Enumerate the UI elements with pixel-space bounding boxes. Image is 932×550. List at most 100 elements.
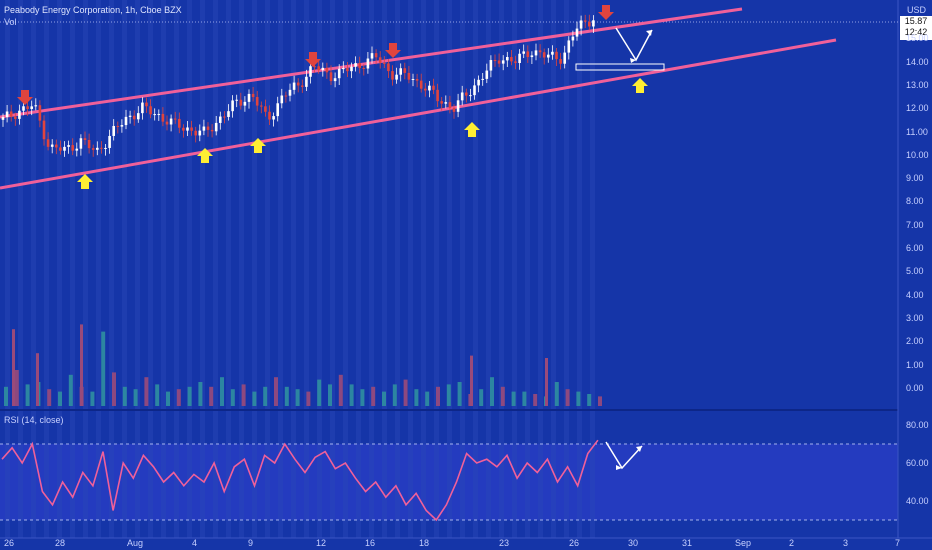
candle-body — [137, 113, 140, 120]
candle-body — [239, 99, 243, 106]
volume-bar — [565, 389, 570, 406]
volume-bar — [284, 386, 289, 406]
volume-bar — [328, 384, 332, 406]
candle-body — [444, 102, 448, 104]
candle-body — [288, 89, 292, 96]
candle-body — [530, 55, 534, 58]
candle-body — [419, 80, 423, 89]
price-tick-label: 12.00 — [906, 103, 929, 114]
volume-bar — [187, 386, 192, 406]
volume-bar — [122, 386, 127, 406]
candle-body — [272, 116, 275, 120]
volume-bar — [252, 391, 257, 406]
time-tick-label: 26 — [4, 538, 15, 548]
session-stripe — [239, 0, 244, 538]
rsi-title: RSI (14, close) — [4, 415, 64, 425]
volume-spike-bar — [36, 353, 39, 406]
volume-bar — [360, 389, 365, 406]
session-stripe — [226, 0, 231, 538]
candle-body — [354, 63, 357, 67]
resistance-touch-arrow — [305, 52, 321, 67]
candle-body — [182, 127, 185, 131]
time-tick-label: 23 — [499, 538, 510, 548]
session-stripe — [278, 0, 283, 538]
volume-bar — [176, 389, 181, 406]
candle-body — [370, 53, 374, 59]
rsi-line — [1, 439, 599, 522]
session-stripe — [135, 0, 140, 538]
volume-bar — [295, 389, 300, 406]
candle-body — [567, 40, 571, 53]
candle-body — [571, 36, 575, 41]
volume-bar — [446, 384, 451, 406]
candle-body — [243, 101, 247, 106]
session-stripe — [70, 0, 75, 538]
time-tick-label: 3 — [843, 538, 849, 548]
volume-bar — [382, 391, 386, 406]
candle-body — [588, 21, 591, 27]
rsi-projection-arrowhead — [616, 465, 622, 470]
candle-body — [366, 58, 370, 69]
candle-body — [510, 57, 513, 62]
candle-body — [87, 139, 91, 149]
price-tick-label: 9.00 — [906, 173, 924, 184]
candle-body — [469, 95, 472, 97]
candle-body — [268, 111, 271, 120]
time-tick-label: Aug — [127, 538, 144, 548]
time-tick-label: 4 — [192, 538, 198, 548]
session-stripe — [382, 0, 387, 538]
rsi-tick-label: 60.00 — [906, 458, 929, 468]
candle-body — [157, 113, 161, 115]
volume-bar — [371, 386, 376, 406]
candle-body — [128, 115, 132, 117]
candle-body — [485, 70, 489, 79]
time-tick-label: 7 — [895, 538, 901, 548]
volume-bar — [554, 382, 559, 406]
candle-body — [120, 125, 124, 127]
session-stripe — [252, 0, 257, 538]
volume-bar — [58, 391, 62, 406]
candle-body — [346, 68, 349, 72]
volume-bar — [230, 389, 235, 406]
candle-body — [55, 144, 58, 148]
candle-body — [342, 68, 345, 70]
session-stripe — [200, 0, 205, 538]
candle-body — [46, 139, 50, 147]
time-tick-label: 16 — [365, 538, 376, 548]
candle-body — [317, 66, 320, 71]
consolidation-box — [575, 63, 665, 71]
candle-body — [67, 145, 70, 147]
candle-body — [9, 111, 13, 117]
candle-body — [116, 125, 120, 127]
price-tick-label: 0.00 — [906, 382, 924, 393]
candle-body — [141, 102, 144, 114]
volume-bar — [209, 386, 214, 406]
volume-bar — [47, 389, 52, 406]
volume-bar — [338, 374, 343, 406]
candle-body — [538, 50, 542, 53]
candle-body — [452, 107, 456, 112]
session-stripe — [44, 0, 49, 538]
candle-body — [526, 51, 530, 58]
rsi-projection-arrowhead — [636, 446, 642, 452]
candle-body — [337, 68, 341, 79]
candle-body — [210, 129, 214, 132]
volume-bar — [522, 391, 527, 406]
candle-body — [501, 60, 505, 64]
session-stripe — [551, 0, 556, 538]
candle-body — [555, 51, 558, 60]
candle-body — [473, 85, 476, 96]
session-stripe — [447, 0, 452, 538]
time-tick-label: 9 — [248, 538, 254, 548]
candle-body — [260, 105, 263, 107]
candle-body — [112, 125, 115, 136]
candle-body — [14, 116, 17, 119]
session-stripe — [18, 0, 23, 538]
volume-bar — [598, 396, 602, 406]
volume-bar — [479, 389, 484, 406]
candle-body — [358, 63, 361, 68]
candle-body — [456, 100, 460, 112]
volume-bar — [490, 377, 494, 406]
